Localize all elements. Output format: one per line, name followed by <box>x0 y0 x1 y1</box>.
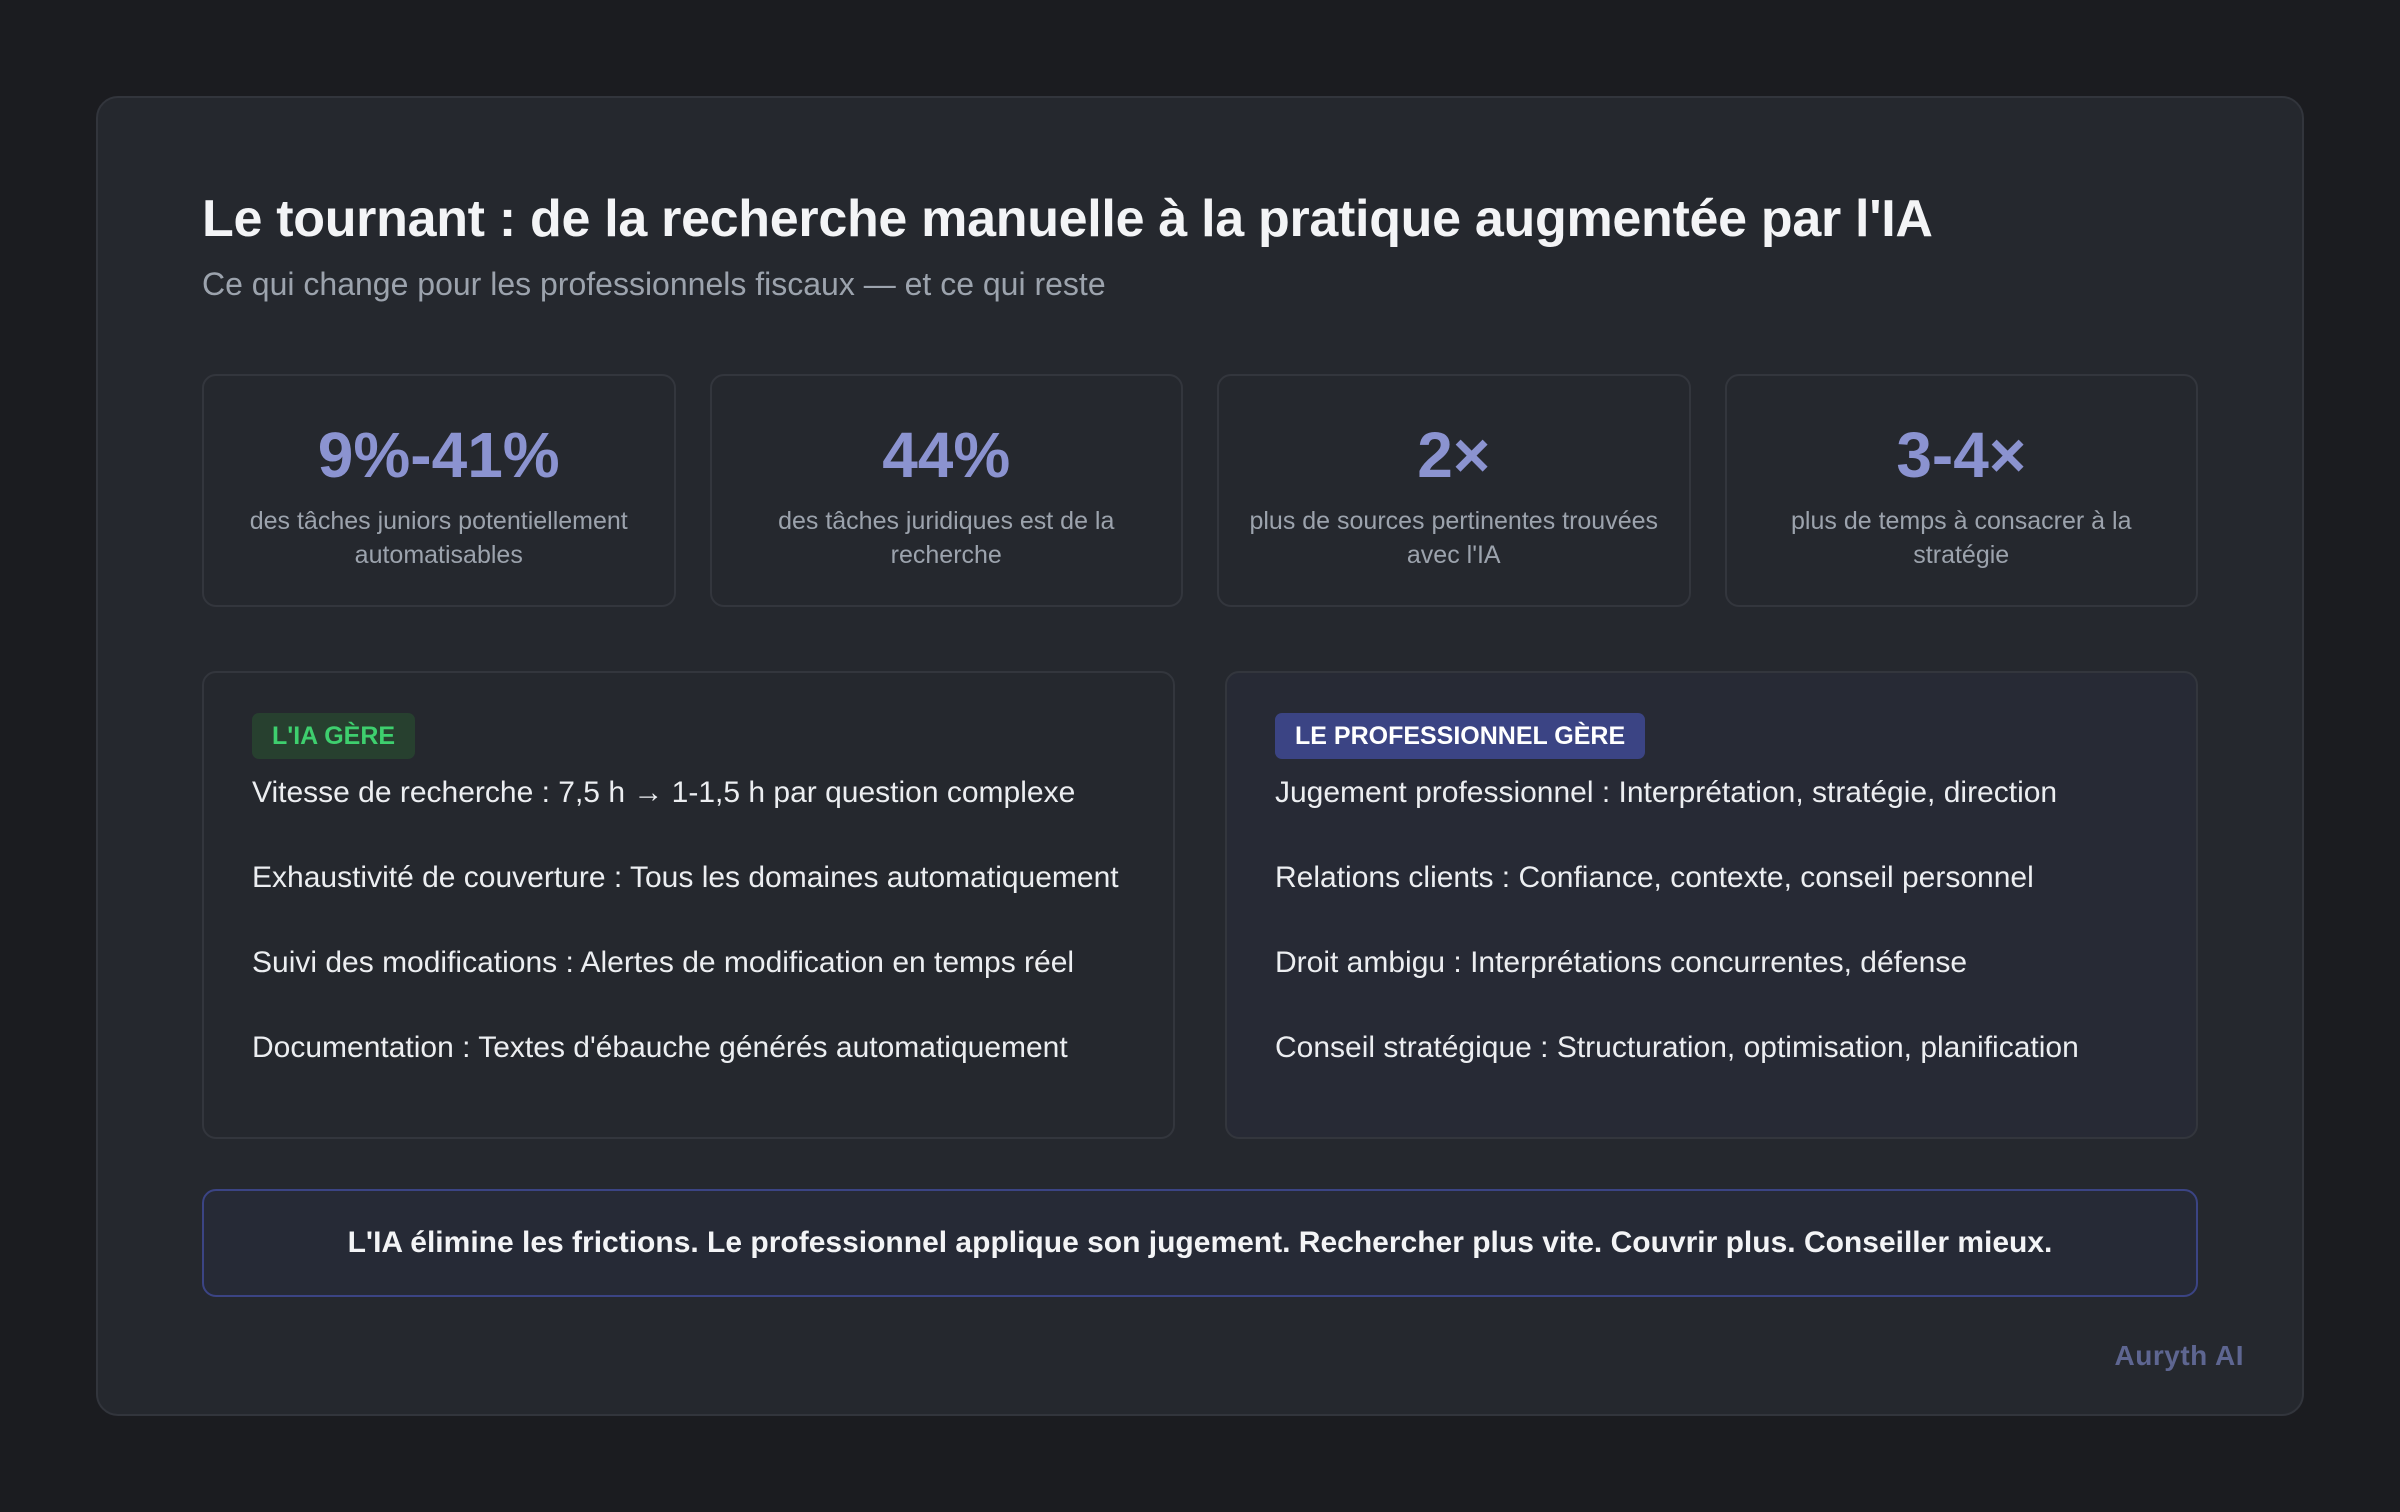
list-item: Conseil stratégique : Structuration, opt… <box>1275 1031 2079 1064</box>
stat-label: plus de temps à consacrer à la stratégie <box>1791 507 2132 569</box>
stat-card-sources: 2× plus de sources pertinentes trouvées … <box>1217 374 1691 607</box>
stat-label: des tâches juridiques est de la recherch… <box>778 507 1115 569</box>
list-item: Jugement professionnel : Interprétation,… <box>1275 776 2058 809</box>
brand-logo-text: Auryth AI <box>2114 1340 2244 1371</box>
professional-handles-panel: LE PROFESSIONNEL GÈRE Jugement professio… <box>1225 671 2198 1139</box>
stat-label: plus de sources pertinentes trouvées ave… <box>1249 507 1659 569</box>
stat-value: 3-4× <box>1896 419 2027 491</box>
list-item: Exhaustivité de couverture : Tous les do… <box>252 861 1119 894</box>
summary-text: L'IA élimine les frictions. Le professio… <box>347 1226 2053 1259</box>
ai-handles-badge: L'IA GÈRE <box>252 713 416 759</box>
summary-banner: L'IA élimine les frictions. Le professio… <box>202 1189 2198 1297</box>
list-item: Vitesse de recherche : 7,5 h → 1-1,5 h p… <box>252 776 1076 809</box>
list-item: Documentation : Textes d'ébauche générés… <box>252 1031 1068 1064</box>
list-item: Suivi des modifications : Alertes de mod… <box>252 946 1075 979</box>
stat-value: 2× <box>1417 419 1491 491</box>
ai-handles-list: Vitesse de recherche : 7,5 h → 1-1,5 h p… <box>252 773 1125 1068</box>
page-title: Le tournant : de la recherche manuelle à… <box>202 190 1933 248</box>
stat-value: 9%-41% <box>317 419 560 491</box>
page-subtitle: Ce qui change pour les professionnels fi… <box>202 266 1106 302</box>
stat-card-legal-research: 44% des tâches juridiques est de la rech… <box>709 374 1183 607</box>
comparison-panels: L'IA GÈRE Vitesse de recherche : 7,5 h →… <box>202 671 2198 1139</box>
list-item: Relations clients : Confiance, contexte,… <box>1275 861 2034 894</box>
slide-card: Le tournant : de la recherche manuelle à… <box>96 96 2304 1416</box>
stat-value: 44% <box>882 419 1011 491</box>
stat-label: des tâches juniors potentiellement autom… <box>249 507 628 569</box>
professional-handles-list: Jugement professionnel : Interprétation,… <box>1275 773 2148 1068</box>
stat-card-junior-tasks: 9%-41% des tâches juniors potentiellemen… <box>202 374 676 607</box>
ai-handles-panel: L'IA GÈRE Vitesse de recherche : 7,5 h →… <box>202 671 1175 1139</box>
list-item: Droit ambigu : Interprétations concurren… <box>1275 946 1968 979</box>
stats-row: 9%-41% des tâches juniors potentiellemen… <box>202 374 2198 607</box>
stat-card-strategy-time: 3-4× plus de temps à consacrer à la stra… <box>1724 374 2198 607</box>
professional-handles-badge: LE PROFESSIONNEL GÈRE <box>1275 713 1646 759</box>
